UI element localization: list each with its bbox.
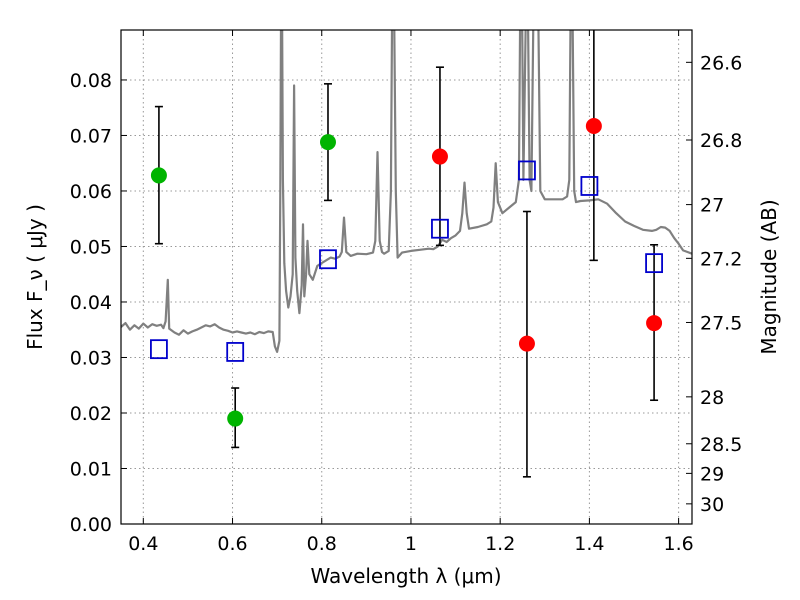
red-data-point xyxy=(431,148,448,165)
red-data-point xyxy=(646,315,663,332)
model-square xyxy=(518,160,536,181)
x-tick-labels: 0.4 0.6 0.8 1 1.2 1.4 1.6 xyxy=(128,533,694,555)
green-data-point xyxy=(319,134,336,151)
x-tick-label: 0.8 xyxy=(307,533,337,555)
y-tick-label: 0.03 xyxy=(70,347,112,369)
magnitude-tick-label: 27 xyxy=(700,195,724,217)
x-tick-label: 1.6 xyxy=(664,533,694,555)
red-data-point xyxy=(518,335,535,352)
green-data-point xyxy=(150,167,167,184)
magnitude-tick-label: 29 xyxy=(700,463,724,485)
y-tick-label: 0.08 xyxy=(70,70,112,92)
right-axis-label: Magnitude (AB) xyxy=(757,199,781,354)
magnitude-tick-label: 27.2 xyxy=(700,248,742,270)
magnitude-tick-label: 27.5 xyxy=(700,312,742,334)
magnitude-tick-label: 26.8 xyxy=(700,130,742,152)
magnitude-tick-labels: 26.6 26.8 27 27.2 27.5 28 28.5 29 30 xyxy=(700,52,742,516)
model-square xyxy=(431,218,449,239)
y-tick-label: 0.06 xyxy=(70,181,112,203)
y-tick-label: 0.04 xyxy=(70,292,112,314)
plot-frame xyxy=(120,29,693,525)
x-axis-label: Wavelength λ (μm) xyxy=(310,564,501,588)
y-tick-label: 0.01 xyxy=(70,458,112,480)
x-tick-label: 1.2 xyxy=(485,533,515,555)
magnitude-tick-label: 28.5 xyxy=(700,434,742,456)
y-tick-labels: 0.00 0.01 0.02 0.03 0.04 0.05 0.06 0.07 0.08 xyxy=(70,70,112,536)
x-tick-label: 1.4 xyxy=(574,533,604,555)
magnitude-tick-label: 30 xyxy=(700,494,724,516)
magnitude-tick-label: 26.6 xyxy=(700,52,742,74)
model-square xyxy=(150,339,168,360)
x-tick-label: 0.6 xyxy=(217,533,247,555)
y-tick-label: 0.05 xyxy=(70,236,112,258)
model-square xyxy=(319,249,337,270)
y-axis-label: Flux F_ν ( μJy ) xyxy=(23,204,47,350)
model-square xyxy=(580,176,599,196)
model-square xyxy=(226,342,245,362)
red-data-point xyxy=(585,118,602,135)
y-tick-label: 0.07 xyxy=(70,125,112,147)
x-tick-label: 1 xyxy=(405,533,417,555)
errorbar-layer xyxy=(154,30,659,478)
y-tick-label: 0.00 xyxy=(70,514,112,536)
x-tick-label: 0.4 xyxy=(128,533,158,555)
magnitude-tick-label: 28 xyxy=(700,387,724,409)
spectrum-layer xyxy=(121,30,692,353)
y-tick-label: 0.02 xyxy=(70,403,112,425)
grid xyxy=(121,30,692,524)
tick-marks xyxy=(121,30,692,525)
green-data-point xyxy=(227,410,244,427)
spectrum-line xyxy=(121,30,692,353)
model-square xyxy=(645,253,663,274)
marker-layer xyxy=(150,118,663,427)
